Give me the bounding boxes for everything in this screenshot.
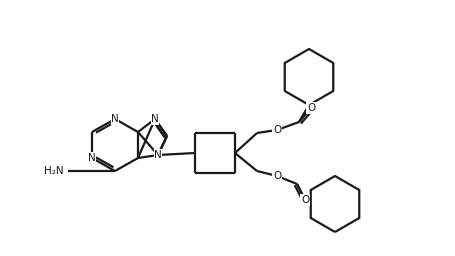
Text: O: O xyxy=(301,195,309,205)
Text: N: N xyxy=(151,114,159,124)
Text: N: N xyxy=(154,150,162,160)
Text: H₂N: H₂N xyxy=(45,166,64,176)
Text: O: O xyxy=(307,103,315,113)
Text: O: O xyxy=(273,125,281,135)
Text: N: N xyxy=(88,153,96,163)
Text: N: N xyxy=(111,114,119,124)
Text: O: O xyxy=(273,171,281,181)
